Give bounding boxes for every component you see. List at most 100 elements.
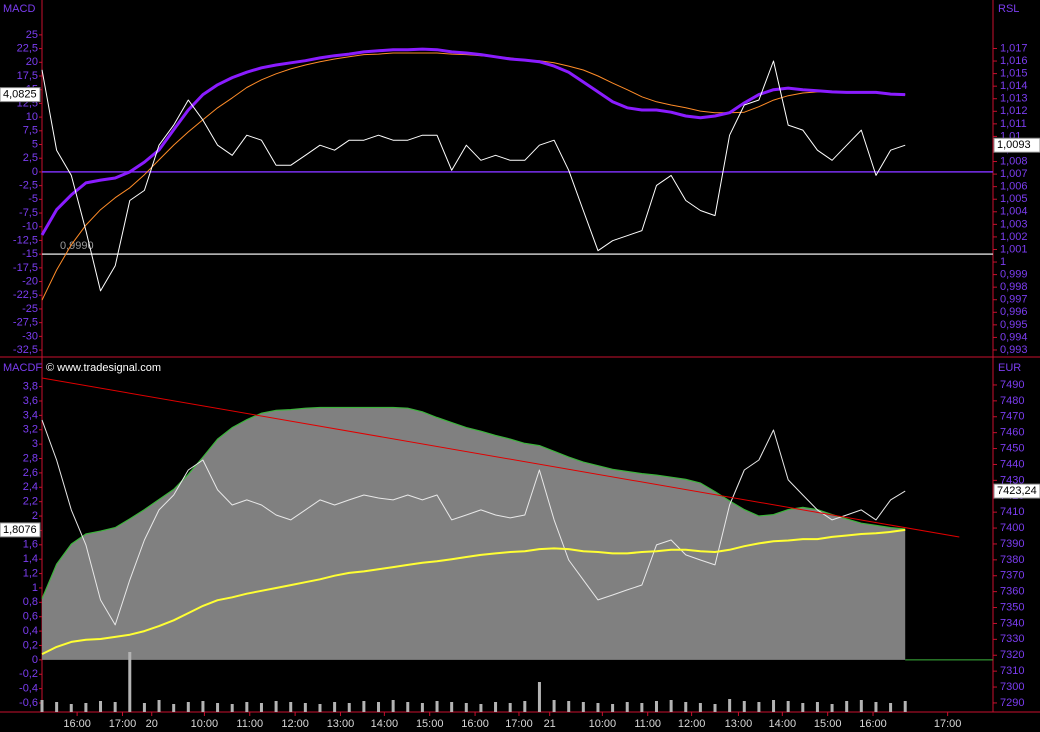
x-tick-label: 13:00 — [327, 718, 355, 730]
volume-bar — [172, 704, 176, 712]
y-tick-label: 0,4 — [23, 625, 38, 637]
y-tick-label: 5 — [32, 138, 38, 150]
y2-tick-label: 7410 — [1000, 506, 1024, 518]
y-tick-label: 3,2 — [23, 424, 38, 436]
volume-bar — [113, 702, 117, 712]
volume-bar — [377, 702, 381, 712]
x-tick-label: 10:00 — [191, 718, 219, 730]
y-tick-label: 0 — [32, 166, 38, 178]
y2-tick-label: 1,013 — [1000, 93, 1028, 105]
y2-tick-label: 7310 — [1000, 665, 1024, 677]
x-tick-label: 16:00 — [63, 718, 91, 730]
y2-tick-label: 1 — [1000, 256, 1006, 268]
volume-bar — [889, 703, 893, 712]
y2-tick-label: 1,012 — [1000, 105, 1028, 117]
y-tick-label: -0,4 — [19, 683, 38, 695]
y-tick-label: 0 — [32, 654, 38, 666]
volume-bar — [303, 703, 307, 712]
x-tick-label: 14:00 — [769, 718, 797, 730]
y-tick-label: 1,4 — [23, 553, 38, 565]
volume-bar — [786, 701, 790, 712]
y2-tick-label: 7400 — [1000, 522, 1024, 534]
x-tick-label: 13:00 — [725, 718, 753, 730]
volume-bar — [537, 682, 541, 712]
x-tick-label: 12:00 — [281, 718, 309, 730]
line — [41, 419, 906, 626]
volume-bar — [757, 702, 761, 712]
x-tick-label: 17:00 — [505, 718, 533, 730]
y2-tick-label: 1,008 — [1000, 155, 1028, 167]
y-tick-label: -12,5 — [13, 234, 38, 246]
y2-tick-label: 0,996 — [1000, 306, 1028, 318]
y2-tick-label: 7350 — [1000, 601, 1024, 613]
y2-tick-label: 7330 — [1000, 633, 1024, 645]
y2-tick-label: 7300 — [1000, 681, 1024, 693]
y-tick-label: 22,5 — [17, 42, 38, 54]
volume-bar — [99, 701, 103, 712]
axis-title: RSL — [998, 3, 1019, 15]
last-value-label: 4,0825 — [3, 89, 37, 101]
x-tick-label: 17:00 — [934, 718, 962, 730]
volume-bar — [450, 702, 454, 712]
volume-bar — [801, 703, 805, 712]
volume-bar — [142, 703, 146, 712]
x-tick-label: 17:00 — [109, 718, 137, 730]
y-tick-label: 0,2 — [23, 639, 38, 651]
volume-bar — [420, 703, 424, 712]
y-tick-label: 7,5 — [23, 125, 38, 137]
axis-title: MACDF — [3, 362, 42, 374]
volume-bar — [552, 700, 556, 712]
y-tick-label: -0,6 — [19, 697, 38, 709]
y2-tick-label: 1,005 — [1000, 193, 1028, 205]
y-tick-label: -0,2 — [19, 668, 38, 680]
y-tick-label: 0,6 — [23, 611, 38, 623]
y-tick-label: -2,5 — [19, 180, 38, 192]
x-tick-label: 16:00 — [859, 718, 887, 730]
y-tick-label: -10 — [22, 221, 38, 233]
volume-bar — [347, 703, 351, 712]
volume-bar — [698, 703, 702, 712]
volume-bar — [903, 701, 907, 712]
area — [42, 407, 906, 660]
volume-bar — [40, 700, 44, 712]
y-tick-label: 2 — [32, 510, 38, 522]
y2-tick-label: 0,995 — [1000, 319, 1028, 331]
y-tick-label: 2,5 — [23, 152, 38, 164]
volume-bar — [494, 702, 498, 712]
volume-bar — [581, 702, 585, 712]
trend-line — [41, 377, 960, 538]
last-value-box — [0, 87, 41, 103]
volume-bar — [479, 704, 483, 712]
y2-tick-label: 7460 — [1000, 427, 1024, 439]
y-tick-label: 3 — [32, 438, 38, 450]
y-tick-label: 2,2 — [23, 496, 38, 508]
x-tick-label: 11:00 — [236, 718, 263, 730]
y2-tick-label: 1,015 — [1000, 68, 1028, 80]
y-tick-label: -32,5 — [13, 344, 38, 356]
y2-tick-label: 1,017 — [1000, 42, 1028, 54]
volume-bar — [728, 699, 732, 712]
y2-tick-label: 7490 — [1000, 379, 1024, 391]
y-tick-label: 1,6 — [23, 539, 38, 551]
y2-tick-label: 1,004 — [1000, 206, 1028, 218]
y2-tick-label: 7340 — [1000, 617, 1024, 629]
volume-bar — [815, 702, 819, 712]
y-tick-label: -25 — [22, 303, 38, 315]
y2-tick-label: 0,994 — [1000, 331, 1028, 343]
y-tick-label: 2,6 — [23, 467, 38, 479]
y-tick-label: 2,8 — [23, 452, 38, 464]
y2-tick-label: 0,993 — [1000, 344, 1028, 356]
volume-bar — [157, 700, 161, 712]
y2-tick-label: 7450 — [1000, 442, 1024, 454]
volume-bar — [596, 703, 600, 712]
y2-tick-label: 1,001 — [1000, 243, 1028, 255]
line — [40, 47, 906, 236]
y-tick-label: 0,8 — [23, 596, 38, 608]
last-value-box — [993, 483, 1040, 499]
last-value-box — [0, 522, 41, 538]
y-tick-label: -15 — [22, 248, 38, 260]
y2-tick-label: 1,011 — [1000, 118, 1027, 130]
x-tick-label: 14:00 — [371, 718, 399, 730]
volume-bar — [230, 704, 234, 712]
